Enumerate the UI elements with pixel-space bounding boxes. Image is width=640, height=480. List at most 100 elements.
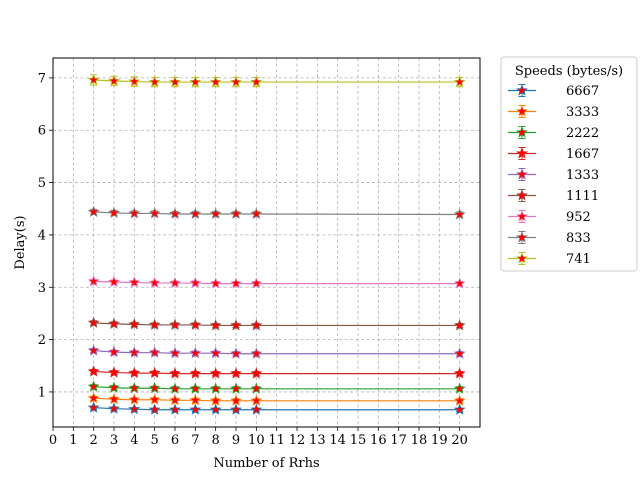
legend-marker bbox=[516, 210, 528, 222]
data-point bbox=[189, 367, 202, 379]
legend-marker bbox=[516, 147, 528, 159]
series-line bbox=[93, 397, 460, 402]
data-point bbox=[87, 275, 100, 287]
data-point bbox=[189, 276, 202, 289]
x-tick-label: 16 bbox=[370, 433, 387, 448]
x-tick-label: 13 bbox=[309, 433, 326, 448]
legend-items: 6667 3333 2222 1667 1333 1111 952 833 741 bbox=[508, 84, 599, 267]
y-tick-label: 4 bbox=[38, 228, 46, 243]
data-point bbox=[169, 403, 181, 415]
y-tick-label: 3 bbox=[38, 281, 46, 296]
data-point bbox=[148, 318, 161, 331]
x-axis-ticks: 0 1 2 3 4 5 6 7 8 9 10 11 12 13 14 15 16 17 18 19 20 bbox=[49, 427, 468, 448]
y-tick-label: 5 bbox=[38, 176, 46, 191]
series-1333 bbox=[87, 344, 466, 359]
data-point bbox=[148, 207, 161, 219]
legend-item: 6667 bbox=[508, 84, 599, 99]
data-point bbox=[250, 382, 263, 394]
x-tick-label: 9 bbox=[232, 433, 240, 448]
data-point bbox=[169, 276, 181, 289]
x-tick-label: 15 bbox=[350, 433, 367, 448]
x-tick-label: 7 bbox=[191, 433, 199, 448]
x-tick-label: 4 bbox=[130, 433, 138, 448]
data-point bbox=[189, 394, 202, 406]
data-point bbox=[453, 394, 466, 406]
legend-marker bbox=[516, 105, 528, 117]
data-point bbox=[453, 208, 466, 220]
data-point bbox=[209, 382, 222, 394]
data-point bbox=[250, 347, 263, 359]
legend-item: 833 bbox=[508, 231, 591, 246]
x-axis-label: Number of Rrhs bbox=[213, 456, 319, 471]
series-741 bbox=[87, 73, 466, 88]
data-point bbox=[108, 206, 120, 218]
data-point bbox=[209, 367, 222, 379]
legend-item: 2222 bbox=[508, 126, 599, 141]
data-point bbox=[87, 365, 100, 377]
x-tick-label: 5 bbox=[151, 433, 159, 448]
series-line bbox=[93, 211, 460, 216]
series-line bbox=[93, 370, 460, 375]
legend-marker bbox=[516, 189, 528, 201]
data-point bbox=[250, 319, 263, 331]
data-point bbox=[453, 382, 466, 394]
data-point bbox=[87, 391, 100, 404]
legend-marker bbox=[516, 126, 528, 138]
x-tick-label: 10 bbox=[248, 433, 265, 448]
data-point bbox=[108, 381, 120, 393]
x-tick-label: 20 bbox=[451, 433, 468, 448]
data-point bbox=[189, 403, 202, 415]
legend-marker bbox=[516, 231, 528, 243]
x-tick-label: 0 bbox=[49, 433, 57, 448]
data-point bbox=[128, 276, 141, 288]
x-tick-label: 6 bbox=[171, 433, 179, 448]
y-tick-label: 1 bbox=[38, 385, 46, 400]
data-point bbox=[87, 344, 100, 356]
series-833 bbox=[87, 205, 466, 220]
x-tick-label: 1 bbox=[69, 433, 77, 448]
legend-title: Speeds (bytes/s) bbox=[515, 64, 623, 79]
data-point bbox=[189, 75, 202, 88]
data-point bbox=[169, 318, 181, 330]
data-point bbox=[230, 207, 242, 220]
legend-box bbox=[500, 56, 638, 272]
data-point bbox=[108, 275, 120, 288]
series-3333 bbox=[87, 391, 466, 406]
data-point bbox=[453, 75, 466, 88]
y-axis-label: Delay(s) bbox=[13, 215, 28, 269]
series-line bbox=[93, 349, 460, 355]
plot-frame bbox=[52, 57, 481, 428]
data-point bbox=[250, 394, 263, 406]
y-tick-label: 7 bbox=[38, 71, 46, 86]
data-point bbox=[108, 402, 120, 414]
legend-label: 3333 bbox=[566, 105, 599, 120]
data-point bbox=[148, 403, 161, 415]
data-point bbox=[128, 75, 141, 87]
data-point bbox=[128, 382, 141, 394]
legend-label: 1333 bbox=[566, 168, 599, 183]
data-point bbox=[148, 382, 161, 394]
data-point bbox=[453, 277, 466, 289]
data-point bbox=[87, 401, 100, 413]
x-tick-label: 2 bbox=[90, 433, 98, 448]
data-point bbox=[128, 402, 141, 415]
data-point bbox=[250, 403, 263, 415]
data-point bbox=[453, 347, 466, 359]
x-tick-label: 12 bbox=[289, 433, 306, 448]
series-line bbox=[93, 386, 460, 390]
series-1111 bbox=[87, 316, 466, 331]
data-point bbox=[230, 319, 242, 331]
x-tick-label: 14 bbox=[329, 433, 346, 448]
legend-item: 1111 bbox=[508, 189, 599, 204]
data-point bbox=[87, 380, 100, 392]
data-point bbox=[230, 367, 242, 379]
data-point bbox=[169, 207, 181, 220]
data-point bbox=[108, 392, 120, 405]
data-point bbox=[250, 367, 263, 379]
y-tick-label: 6 bbox=[38, 124, 46, 139]
data-point bbox=[189, 318, 202, 331]
x-tick-label: 19 bbox=[431, 433, 448, 448]
data-point bbox=[189, 207, 202, 220]
legend-label: 952 bbox=[566, 210, 591, 225]
